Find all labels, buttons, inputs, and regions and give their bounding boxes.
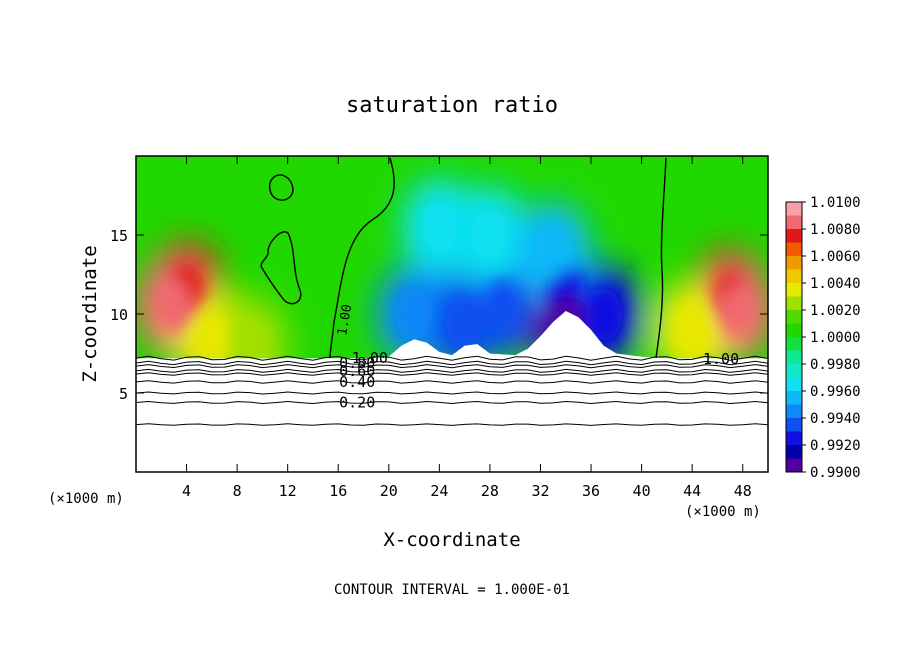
x-tick-label: 8 [233, 482, 242, 500]
colorbar-swatch [786, 229, 802, 243]
contour-1-00-right [655, 157, 667, 359]
colorbar-swatch [786, 391, 802, 405]
x-tick-label: 28 [481, 482, 499, 500]
field-blob-core [718, 284, 755, 337]
x-tick-label: 12 [279, 482, 297, 500]
field-blob-core [547, 295, 584, 348]
colorbar-swatch [786, 323, 802, 338]
field-blob-layer-sharp [155, 201, 755, 359]
colorbar-swatch [786, 296, 802, 311]
colorbar-label: 0.9920 [810, 438, 861, 454]
x-axis-label: X-coordinate [383, 529, 520, 551]
colorbar: 1.0100 1.0080 1.0060 1.0040 1.0020 1.0000 0.99… [785, 195, 861, 481]
contour-line [135, 400, 769, 405]
x-axis-ticks: 4 8 12 16 20 24 28 32 36 40 44 48 [182, 156, 752, 500]
contour-1-00-loop-top [268, 174, 294, 201]
field-blob-core [421, 201, 458, 254]
field-blob-core [674, 303, 711, 356]
x-unit-left: (×1000 m) [48, 491, 124, 507]
colorbar-label: 1.0100 [810, 195, 861, 211]
colorbar-swatch [786, 458, 802, 473]
field-blob-core [193, 311, 230, 359]
colorbar-swatch [786, 445, 802, 459]
colorbar-swatch [786, 215, 802, 230]
contour-lines: 0.200.400.600.801.00 [135, 349, 769, 426]
colorbar-swatch [786, 404, 802, 419]
contour-label-1-00-vertical: 1.00 [335, 303, 355, 336]
contour-label-1-00-right: 1.00 [703, 350, 739, 368]
contour-label: 0.60 [339, 362, 375, 380]
colorbar-swatch [786, 242, 802, 257]
contour-line [135, 360, 769, 366]
x-tick-label: 32 [531, 482, 549, 500]
x-tick-label: 40 [633, 482, 651, 500]
colorbar-label: 0.9960 [810, 384, 861, 400]
x-tick-label: 48 [734, 482, 752, 500]
x-tick-label: 44 [683, 482, 701, 500]
field-blob-core [585, 288, 622, 340]
colorbar-label: 1.0000 [810, 330, 861, 346]
y-axis-label: Z-coordinate [79, 245, 101, 382]
colorbar-label: 1.0020 [810, 303, 861, 319]
colorbar-swatch [786, 310, 802, 324]
field-blob-core [231, 319, 268, 359]
colorbar-swatch [786, 350, 802, 365]
colorbar-label: 1.0080 [810, 222, 861, 238]
chart-title: saturation ratio [346, 93, 558, 118]
x-tick-label: 24 [430, 482, 448, 500]
colorbar-label: 0.9980 [810, 357, 861, 373]
x-tick-label: 16 [329, 482, 347, 500]
y-axis-ticks: 5 10 15 [110, 227, 768, 403]
x-tick-label: 20 [380, 482, 398, 500]
contour-interval-footer: CONTOUR INTERVAL = 1.000E-01 [334, 582, 570, 598]
x-unit-right: (×1000 m) [685, 504, 761, 520]
colorbar-swatch [786, 418, 802, 432]
colorbar-swatch [786, 202, 802, 216]
y-tick-label: 10 [110, 306, 128, 324]
colorbar-swatch [786, 431, 802, 446]
field-blob-core [535, 224, 572, 277]
field-blob-core [484, 280, 521, 333]
colorbar-swatch [786, 337, 802, 351]
colorbar-label: 0.9940 [810, 411, 861, 427]
colorbar-swatch [786, 377, 802, 392]
contour-line [135, 368, 769, 373]
contour-line [135, 355, 769, 361]
field-blob-core [471, 209, 508, 261]
colorbar-label: 1.0040 [810, 276, 861, 292]
contour-1-00-loop-mid [260, 231, 302, 305]
y-tick-label: 5 [119, 385, 128, 403]
contour-line [135, 423, 769, 426]
colorbar-swatch [786, 283, 802, 297]
y-tick-label: 15 [110, 227, 128, 245]
field-blob-core [155, 280, 192, 333]
contour-label: 0.20 [339, 393, 375, 411]
contour-line [135, 372, 769, 376]
contour-1-00-left [329, 157, 395, 359]
field-blob-core [446, 295, 483, 348]
colorbar-label: 0.9900 [810, 465, 861, 481]
colorbar-swatch [786, 364, 802, 378]
contour-line [135, 391, 769, 395]
colorbar-label: 1.0060 [810, 249, 861, 265]
contour-line [135, 364, 769, 369]
contour-label: 0.40 [339, 373, 375, 391]
field-blob-core [396, 288, 433, 340]
contour-line [135, 380, 769, 384]
contour-label: 1.00 [352, 349, 388, 367]
x-tick-label: 4 [182, 482, 191, 500]
x-tick-label: 36 [582, 482, 600, 500]
colorbar-swatch [786, 269, 802, 284]
colorbar-swatch [786, 256, 802, 270]
